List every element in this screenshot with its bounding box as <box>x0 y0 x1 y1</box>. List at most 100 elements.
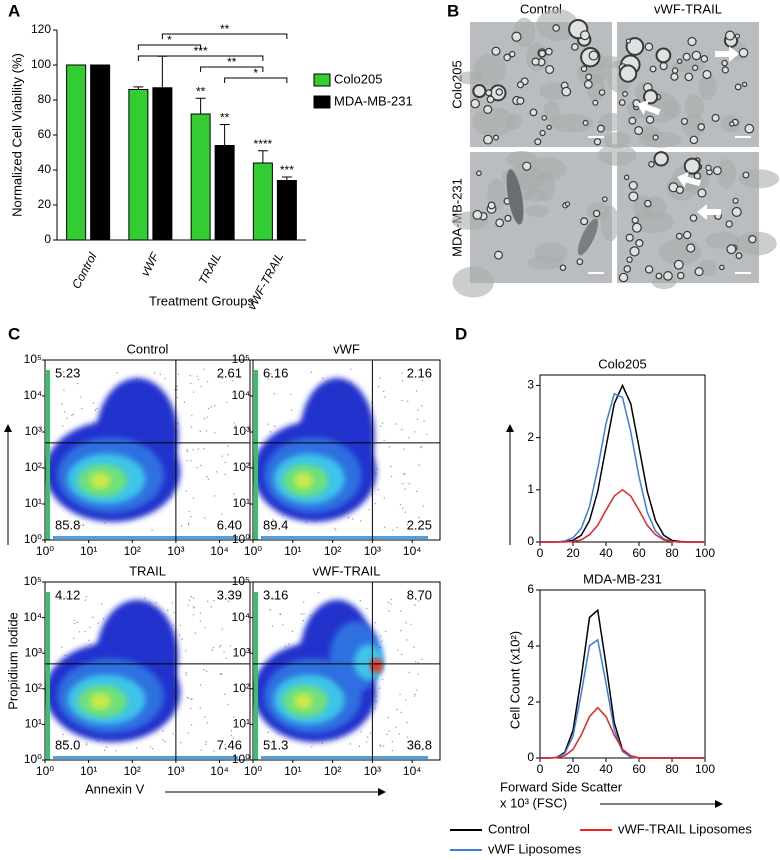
event-dot <box>227 600 230 603</box>
x-tick-label: 10³ <box>364 764 381 778</box>
event-dot <box>190 515 192 518</box>
event-dot <box>173 612 175 614</box>
cell <box>631 216 639 224</box>
event-dot <box>162 730 164 732</box>
plot-frame <box>44 581 251 761</box>
event-dot <box>417 409 419 411</box>
axis-stripe <box>254 592 258 760</box>
event-dot <box>192 614 195 616</box>
comparison-label: ** <box>227 55 237 69</box>
cell <box>545 47 553 56</box>
event-dot <box>366 607 368 610</box>
x-tick-label: 100 <box>695 546 715 560</box>
event-dot <box>267 731 269 734</box>
event-dot <box>64 654 66 657</box>
event-dot <box>400 653 403 656</box>
event-dot <box>85 744 88 746</box>
cell <box>719 264 725 271</box>
event-dot <box>187 524 190 526</box>
event-dot <box>103 749 106 752</box>
event-dot <box>224 743 226 746</box>
cell <box>705 164 712 172</box>
cell <box>511 31 522 42</box>
y-tick-label: 10¹ <box>233 717 250 731</box>
quadrant-percent: 3.39 <box>217 587 242 602</box>
background-smudge <box>736 231 777 256</box>
cell <box>648 161 655 168</box>
event-dot <box>207 600 209 603</box>
cell <box>531 57 540 66</box>
legend-label: vWF-TRAIL Liposomes <box>618 821 752 836</box>
cell <box>628 191 639 202</box>
quadrant-percent: 3.16 <box>263 587 288 602</box>
comparison-label: * <box>167 33 172 47</box>
event-dot <box>273 393 276 395</box>
event-dot <box>413 695 415 697</box>
y-tick-label: 10⁵ <box>232 574 250 588</box>
y-tick-label: 10¹ <box>233 496 250 510</box>
cell <box>676 58 683 65</box>
event-dot <box>227 445 229 447</box>
event-dot <box>72 413 75 416</box>
event-dot <box>197 448 200 450</box>
y-tick-label: 10⁴ <box>23 610 42 624</box>
event-dot <box>267 423 269 425</box>
spread-cell <box>506 169 524 225</box>
cell <box>579 30 590 41</box>
cell <box>635 239 644 248</box>
x-tick-label: 60 <box>632 546 646 560</box>
cell <box>529 108 538 117</box>
cell <box>472 209 483 220</box>
plot-title: MDA-MB-231 <box>583 571 662 586</box>
event-dot <box>206 475 208 478</box>
y-axis-title: Normalized Cell Viability (%) <box>9 53 24 217</box>
histogram-line <box>540 706 705 759</box>
cell <box>561 86 572 97</box>
y-tick-label: 10⁰ <box>232 532 250 546</box>
event-dot <box>388 446 391 448</box>
cell <box>601 196 608 203</box>
plot-frame <box>539 589 706 759</box>
y-tick-label: 4 <box>527 638 534 652</box>
x-tick-label: 10² <box>124 764 141 778</box>
comparison-bracket <box>200 66 264 72</box>
event-dot <box>190 724 193 726</box>
event-dot <box>305 521 307 523</box>
cell <box>491 46 501 56</box>
event-dot <box>311 746 313 748</box>
cell <box>682 52 691 61</box>
cell <box>691 64 699 71</box>
event-dot <box>213 599 215 602</box>
event-dot <box>378 687 381 689</box>
density-contour <box>90 693 111 710</box>
cell <box>571 43 579 51</box>
cell <box>697 188 707 198</box>
x-tick-label: 10³ <box>167 544 184 558</box>
event-dot <box>78 631 81 633</box>
y-tick-label: 1 <box>527 482 534 496</box>
event-dot <box>390 475 393 478</box>
cell <box>680 117 689 126</box>
event-dot <box>410 623 412 625</box>
event-dot <box>418 464 420 466</box>
histogram-line <box>540 638 705 759</box>
event-dot <box>203 668 205 671</box>
event-dot <box>197 378 200 381</box>
quadrant-percent: 89.4 <box>263 517 288 532</box>
event-dot <box>368 508 370 511</box>
event-dot <box>188 599 191 601</box>
density-plot <box>253 368 428 540</box>
event-dot <box>185 674 187 676</box>
y-tick-label: 3 <box>527 378 534 392</box>
y-tick-label: 40 <box>38 162 52 176</box>
cell <box>645 115 655 124</box>
event-dot <box>151 529 153 531</box>
cell <box>534 138 542 146</box>
event-dot <box>414 661 417 663</box>
x-tick-label: 10² <box>124 544 141 558</box>
x-tick-label: 10² <box>324 544 341 558</box>
cell <box>683 157 701 175</box>
cell <box>592 209 601 218</box>
event-dot <box>233 493 235 495</box>
plot-title: TRAIL <box>129 563 166 578</box>
